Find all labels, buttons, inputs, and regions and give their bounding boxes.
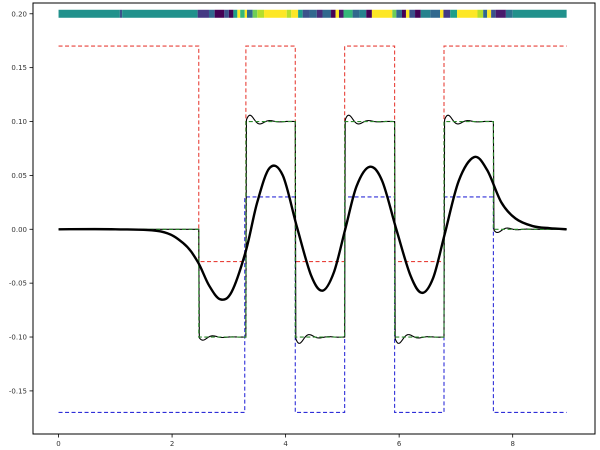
colorbar-segment (483, 9, 488, 18)
colorbar-segment (366, 9, 372, 18)
colorbar-segment (401, 9, 406, 18)
y-tick-label: -0.15 (9, 387, 27, 395)
colorbar-segment (240, 9, 245, 18)
colorbar-segment (352, 9, 360, 18)
colorbar-segment (457, 9, 478, 18)
y-tick-label: 0.00 (11, 226, 27, 234)
colorbar-segment (371, 9, 393, 18)
colorbar-segment (495, 9, 506, 18)
colorbar-segment (252, 9, 258, 18)
colorbar-segment (302, 9, 310, 18)
colorbar-segment (409, 9, 416, 18)
colorbar-segment (420, 9, 431, 18)
x-tick-label: 6 (397, 440, 402, 448)
series-blue-dashed (58, 196, 567, 413)
y-tick-label: 0.10 (11, 118, 27, 126)
colorbar-segment (228, 9, 234, 18)
colorbar-segment (430, 9, 441, 18)
colorbar-segment (309, 9, 317, 18)
colorbar-segment (477, 9, 484, 18)
colorbar-segment (224, 9, 229, 18)
colorbar-segment (338, 9, 344, 18)
plot-frame (32, 2, 596, 435)
colorbar-segment (58, 9, 120, 18)
colorbar-segment (512, 9, 567, 18)
y-tick-label: 0.15 (11, 64, 27, 72)
x-tick-label: 8 (510, 440, 514, 448)
colorbar-segment (359, 9, 367, 18)
y-axis: 0.20 0.15 0.10 0.05 0.00 -0.05 -0.10 -0.15 (9, 10, 33, 395)
x-tick-label: 2 (170, 440, 174, 448)
colorbar-segment (405, 9, 410, 18)
colorbar-segment (505, 9, 513, 18)
x-axis: 0 2 4 6 8 (56, 434, 515, 448)
colorbar-segment (244, 9, 248, 18)
colorbar-segment (491, 9, 496, 18)
colorbar-segment (316, 9, 323, 18)
colorbar-segment (214, 9, 225, 18)
colorbar-segment (257, 9, 265, 18)
colorbar-segment (286, 9, 292, 18)
colorbar-segment (264, 9, 287, 18)
colorbar-segment (392, 9, 397, 18)
colorbar-segment (322, 9, 332, 18)
colorbar-segment (197, 9, 209, 18)
colorbar-segment (208, 9, 215, 18)
colorbar-segment (450, 9, 458, 18)
series-group (58, 45, 567, 413)
colorbar-segment (487, 9, 492, 18)
series-black-thick (58, 155, 567, 301)
colorbar-segment (122, 9, 198, 18)
colorbar-strip (58, 9, 567, 18)
y-tick-label: -0.05 (9, 280, 27, 288)
colorbar-segment (415, 9, 421, 18)
colorbar-segment (119, 9, 123, 18)
x-tick-label: 0 (56, 440, 60, 448)
colorbar-segment (247, 9, 253, 18)
colorbar-segment (440, 9, 444, 18)
colorbar-segment (343, 9, 353, 18)
x-tick-label: 4 (283, 440, 288, 448)
colorbar-segment (237, 9, 241, 18)
colorbar-segment (443, 9, 451, 18)
colorbar-segment (298, 9, 303, 18)
colorbar-segment (331, 9, 336, 18)
y-tick-label: -0.10 (9, 334, 27, 342)
colorbar-segment (233, 9, 238, 18)
y-tick-label: 0.05 (11, 172, 27, 180)
colorbar-segment (335, 9, 339, 18)
colorbar-segment (291, 9, 299, 18)
colorbar-segment (396, 9, 402, 18)
y-tick-label: 0.20 (11, 10, 27, 18)
